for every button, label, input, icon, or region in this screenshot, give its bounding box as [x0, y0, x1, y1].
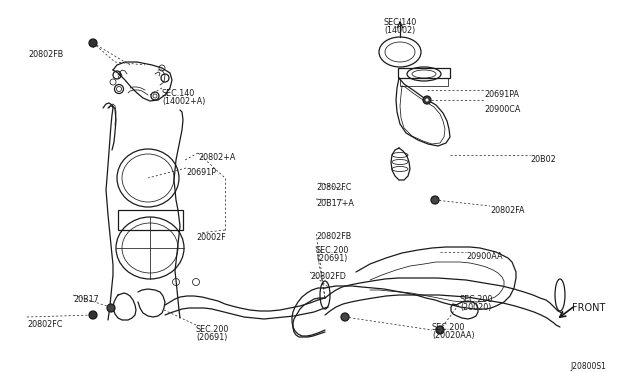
Text: (14002+A): (14002+A) — [162, 97, 205, 106]
Text: J20800S1: J20800S1 — [570, 362, 606, 371]
Circle shape — [341, 313, 349, 321]
Bar — [400, 78, 448, 86]
Text: (20020): (20020) — [460, 303, 492, 312]
Text: (14002): (14002) — [384, 26, 415, 35]
Text: 20691PA: 20691PA — [484, 90, 519, 99]
Text: 20802FC: 20802FC — [27, 320, 62, 329]
Text: 20002F: 20002F — [196, 233, 226, 242]
Bar — [118, 210, 183, 230]
Text: 20802FA: 20802FA — [490, 206, 525, 215]
Circle shape — [89, 311, 97, 319]
Text: (20020AA): (20020AA) — [432, 331, 475, 340]
Text: SEC.200: SEC.200 — [316, 246, 349, 255]
Text: 20691P: 20691P — [186, 168, 216, 177]
Text: 20802FC: 20802FC — [316, 183, 351, 192]
Circle shape — [431, 196, 439, 204]
Text: 20802FB: 20802FB — [316, 232, 351, 241]
Text: 20B17+A: 20B17+A — [316, 199, 354, 208]
Text: (20691): (20691) — [316, 254, 348, 263]
Bar — [398, 68, 450, 78]
Text: SEC.140: SEC.140 — [384, 18, 417, 27]
Text: 20900AA: 20900AA — [466, 252, 502, 261]
Text: 20900CA: 20900CA — [484, 105, 520, 114]
Text: SEC.200: SEC.200 — [196, 325, 229, 334]
Text: SEC.140: SEC.140 — [162, 89, 195, 98]
Text: (20691): (20691) — [196, 333, 227, 342]
Text: SEC.200: SEC.200 — [460, 295, 493, 304]
Text: 20802FB: 20802FB — [28, 50, 63, 59]
Text: FRONT: FRONT — [572, 303, 605, 313]
Text: 20802+A: 20802+A — [198, 153, 236, 162]
Text: SEC.200: SEC.200 — [432, 323, 465, 332]
Circle shape — [107, 304, 115, 312]
Circle shape — [425, 98, 429, 102]
Text: 20802FD: 20802FD — [310, 272, 346, 281]
Text: 20B02: 20B02 — [530, 155, 556, 164]
Text: 20B17: 20B17 — [73, 295, 99, 304]
Circle shape — [89, 39, 97, 47]
Circle shape — [423, 96, 431, 104]
Circle shape — [436, 326, 444, 334]
